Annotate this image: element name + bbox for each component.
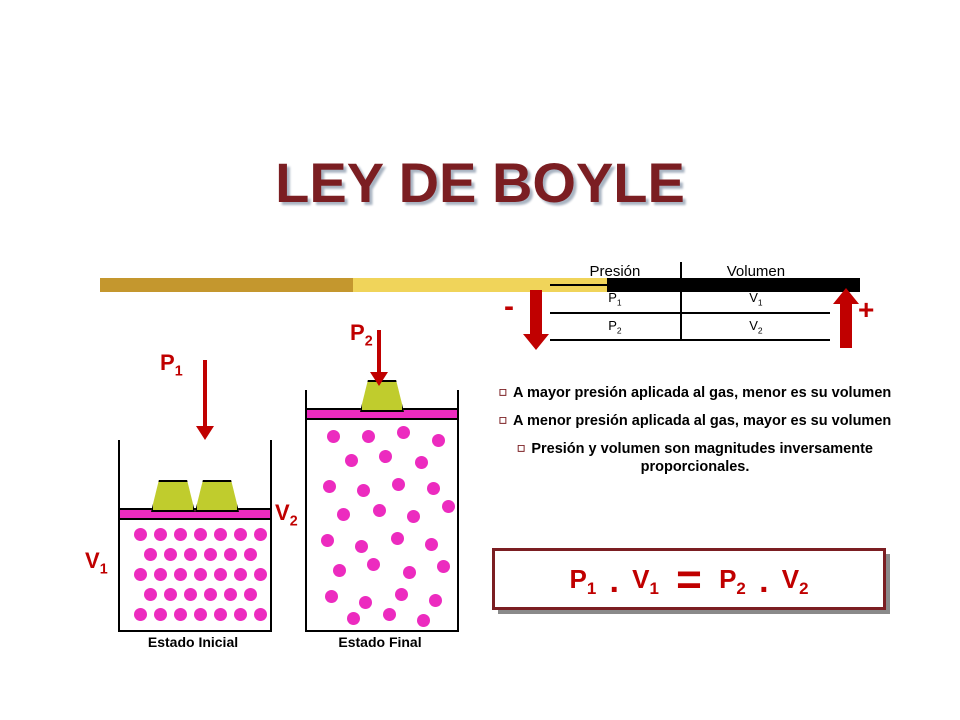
gas-particle [323, 480, 336, 493]
label-v2: V2 [275, 500, 298, 529]
th-volumen: Volumen [681, 262, 830, 285]
gas-particle [204, 588, 217, 601]
gas-particle [134, 608, 147, 621]
gas-particle [154, 608, 167, 621]
bullet-1: A mayor presión aplicada al gas, menor e… [495, 384, 895, 402]
gas-particle [174, 528, 187, 541]
gas-particle [144, 548, 157, 561]
th-presion: Presión [550, 262, 681, 285]
gas-particle [234, 608, 247, 621]
gas-particle [244, 548, 257, 561]
pv-table: Presión Volumen P1 V1 P2 V2 [550, 262, 830, 341]
bullet-2: A menor presión aplicada al gas, mayor e… [495, 412, 895, 430]
weight-block [195, 480, 239, 512]
pressure-arrow-p2 [377, 330, 381, 376]
gas-particle [184, 588, 197, 601]
gas-particle [254, 528, 267, 541]
gas-particle [362, 430, 375, 443]
pressure-arrow-p1 [203, 360, 207, 430]
gas-particle [395, 588, 408, 601]
gas-particle [325, 590, 338, 603]
gas-particle [403, 566, 416, 579]
gas-particle [391, 532, 404, 545]
cell-p2: P2 [550, 314, 681, 341]
gas-particle [244, 588, 257, 601]
gas-particle [164, 588, 177, 601]
gas-particle [154, 528, 167, 541]
gas-particle [174, 608, 187, 621]
gas-particle [429, 594, 442, 607]
weight-block [151, 480, 195, 512]
gas-particle [234, 528, 247, 541]
cell-v1: V1 [681, 286, 830, 313]
gas-particle [144, 588, 157, 601]
gas-particle [427, 482, 440, 495]
label-plus: + [858, 294, 874, 326]
formula-box: P1 . V1 = P2 . V2 [492, 548, 886, 610]
gas-particle [194, 608, 207, 621]
gas-particle [432, 434, 445, 447]
cell-v2: V2 [681, 314, 830, 341]
gas-particle [194, 528, 207, 541]
gas-particle [214, 528, 227, 541]
gas-particle [174, 568, 187, 581]
gas-particle [359, 596, 372, 609]
gas-particle [164, 548, 177, 561]
label-p1: P1 [160, 350, 183, 379]
caption-final: Estado Final [305, 634, 455, 650]
gas-particle [214, 608, 227, 621]
band-seg-1 [100, 278, 353, 292]
gas-particle [254, 568, 267, 581]
cylinder-initial [118, 440, 272, 632]
caption-initial: Estado Inicial [118, 634, 268, 650]
gas-particle [425, 538, 438, 551]
gas-particle [214, 568, 227, 581]
cylinder-final [305, 390, 459, 632]
gas-particle [357, 484, 370, 497]
gas-particle [337, 508, 350, 521]
gas-particle [397, 426, 410, 439]
gas-particle [194, 568, 207, 581]
gas-particle [417, 614, 430, 627]
arrow-increase [840, 300, 852, 348]
gas-particle [442, 500, 455, 513]
gas-particle [437, 560, 450, 573]
gas-particle [355, 540, 368, 553]
arrow-decrease [530, 290, 542, 338]
gas-particle [224, 548, 237, 561]
gas-particle [367, 558, 380, 571]
bullet-list: A mayor presión aplicada al gas, menor e… [495, 380, 895, 487]
gas-particle [373, 504, 386, 517]
label-v1: V1 [85, 548, 108, 577]
gas-particle [333, 564, 346, 577]
label-minus: - [504, 290, 514, 324]
gas-particle [224, 588, 237, 601]
gas-particle [321, 534, 334, 547]
page-title: LEY DE BOYLE [0, 150, 960, 215]
gas-particle [392, 478, 405, 491]
gas-particle [379, 450, 392, 463]
gas-particle [154, 568, 167, 581]
gas-particle [254, 608, 267, 621]
label-p2: P2 [350, 320, 373, 349]
bullet-3: Presión y volumen son magnitudes inversa… [495, 440, 895, 476]
piston [118, 508, 272, 520]
gas-particle [184, 548, 197, 561]
gas-particle [383, 608, 396, 621]
gas-particle [407, 510, 420, 523]
gas-particle [134, 568, 147, 581]
gas-particle [327, 430, 340, 443]
gas-particle [204, 548, 217, 561]
cell-p1: P1 [550, 286, 681, 313]
gas-particle [347, 612, 360, 625]
gas-particle [234, 568, 247, 581]
gas-particle [134, 528, 147, 541]
gas-particle [345, 454, 358, 467]
gas-particle [415, 456, 428, 469]
